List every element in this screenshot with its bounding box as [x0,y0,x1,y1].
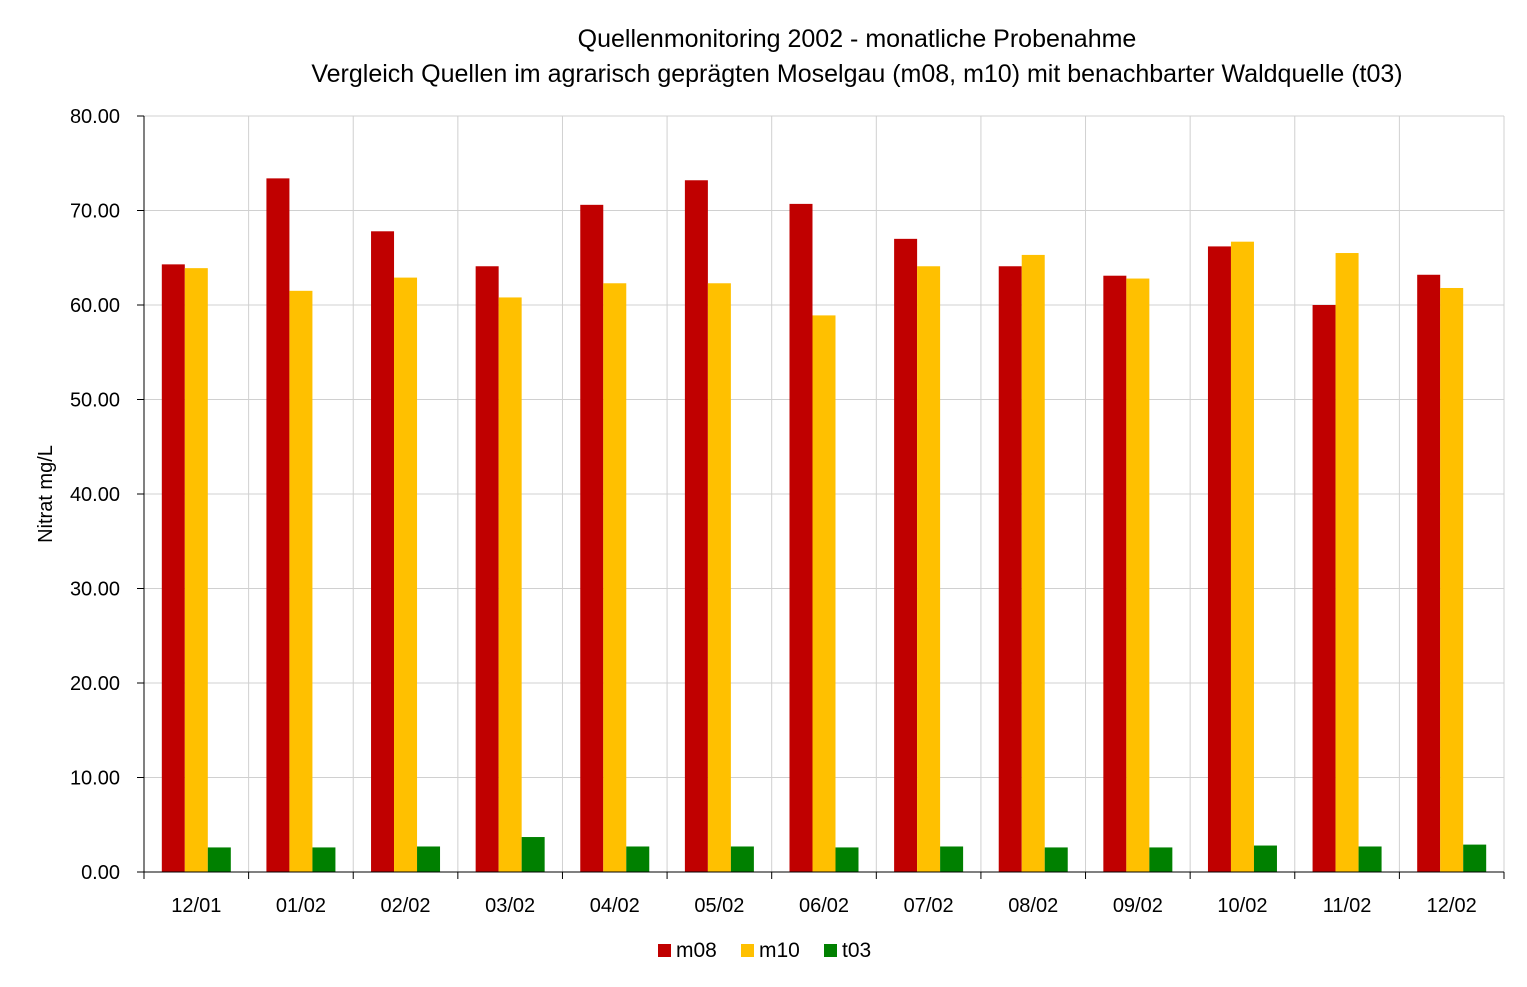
bar-m10-8 [1021,254,1045,873]
y-tick-label: 80.00 [70,106,120,128]
bar-m08-8 [998,266,1022,872]
x-tick-label: 09/02 [1113,895,1163,917]
bar-m10-0 [184,268,208,872]
chart-subtitle: Vergleich Quellen im agrarisch geprägten… [311,60,1402,88]
bar-m10-9 [1126,278,1150,872]
y-tick-label: 50.00 [70,390,120,412]
bar-t03-10 [1253,845,1277,872]
bar-t03-8 [1044,847,1068,872]
axis-layer: 0.00 10.00 20.00 30.00 40.00 50.00 60.00 70.00 8… [70,106,1505,917]
bar-m10-1 [289,290,313,872]
bar-m08-2 [371,231,395,873]
bar-m08-3 [475,266,499,872]
x-tick-label: 10/02 [1217,895,1267,917]
bar-m10-6 [812,315,836,872]
bar-t03-5 [730,846,754,872]
bar-m10-2 [394,277,418,873]
legend: m08 m10 t03 [658,939,871,962]
x-tick-label: 07/02 [904,895,954,917]
legend-swatch-t03 [824,944,837,957]
x-tick-label: 04/02 [590,895,640,917]
bar-t03-12 [1463,844,1487,872]
bar-t03-2 [417,846,441,872]
legend-label-m10: m10 [759,939,800,962]
legend-label-m08: m08 [676,939,717,962]
bar-m10-11 [1335,253,1359,872]
bar-m08-11 [1312,305,1336,872]
bar-m08-5 [684,180,708,872]
legend-label-t03: t03 [842,939,871,962]
bar-t03-1 [312,847,336,872]
y-tick-label: 70.00 [70,201,120,223]
y-tick-label: 20.00 [70,673,120,695]
x-tick-label: 01/02 [276,895,326,917]
x-tick-label: 08/02 [1008,895,1058,917]
chart-title: Quellenmonitoring 2002 - monatliche Prob… [578,25,1137,53]
x-tick-label: 02/02 [381,895,431,917]
bar-m10-12 [1440,287,1464,872]
bar-t03-7 [940,846,964,872]
y-axis-label: Nitrat mg/L [35,445,57,543]
bar-t03-4 [626,846,650,872]
bar-m08-12 [1417,274,1441,872]
bar-t03-3 [521,837,545,872]
x-tick-label: 06/02 [799,895,849,917]
legend-swatch-m08 [658,944,671,957]
bar-m10-10 [1230,241,1254,872]
x-tick-label: 05/02 [694,895,744,917]
x-tick-label: 12/01 [171,895,221,917]
bar-t03-0 [207,847,231,872]
x-tick-label: 03/02 [485,895,535,917]
bar-m10-4 [603,283,627,872]
bar-m08-9 [1103,275,1127,873]
bar-m10-7 [917,266,941,872]
bars-layer [161,178,1487,873]
bar-m08-1 [266,178,290,872]
bar-t03-11 [1358,846,1382,872]
bar-m08-0 [161,264,185,872]
x-tick-label: 12/02 [1427,895,1477,917]
legend-swatch-m10 [741,944,754,957]
bar-m10-3 [498,297,522,872]
y-tick-label: 40.00 [70,484,120,506]
y-tick-label: 10.00 [70,768,120,790]
y-tick-label: 0.00 [81,862,120,884]
bar-m08-6 [789,203,813,872]
y-tick-label: 60.00 [70,295,120,317]
bar-m08-10 [1207,246,1231,872]
bar-t03-6 [835,847,859,872]
bar-m08-4 [580,204,604,872]
bar-m10-5 [707,283,731,872]
bar-m08-7 [894,238,918,873]
y-tick-label: 30.00 [70,579,120,601]
x-tick-label: 11/02 [1323,895,1372,917]
bar-t03-9 [1149,847,1173,872]
